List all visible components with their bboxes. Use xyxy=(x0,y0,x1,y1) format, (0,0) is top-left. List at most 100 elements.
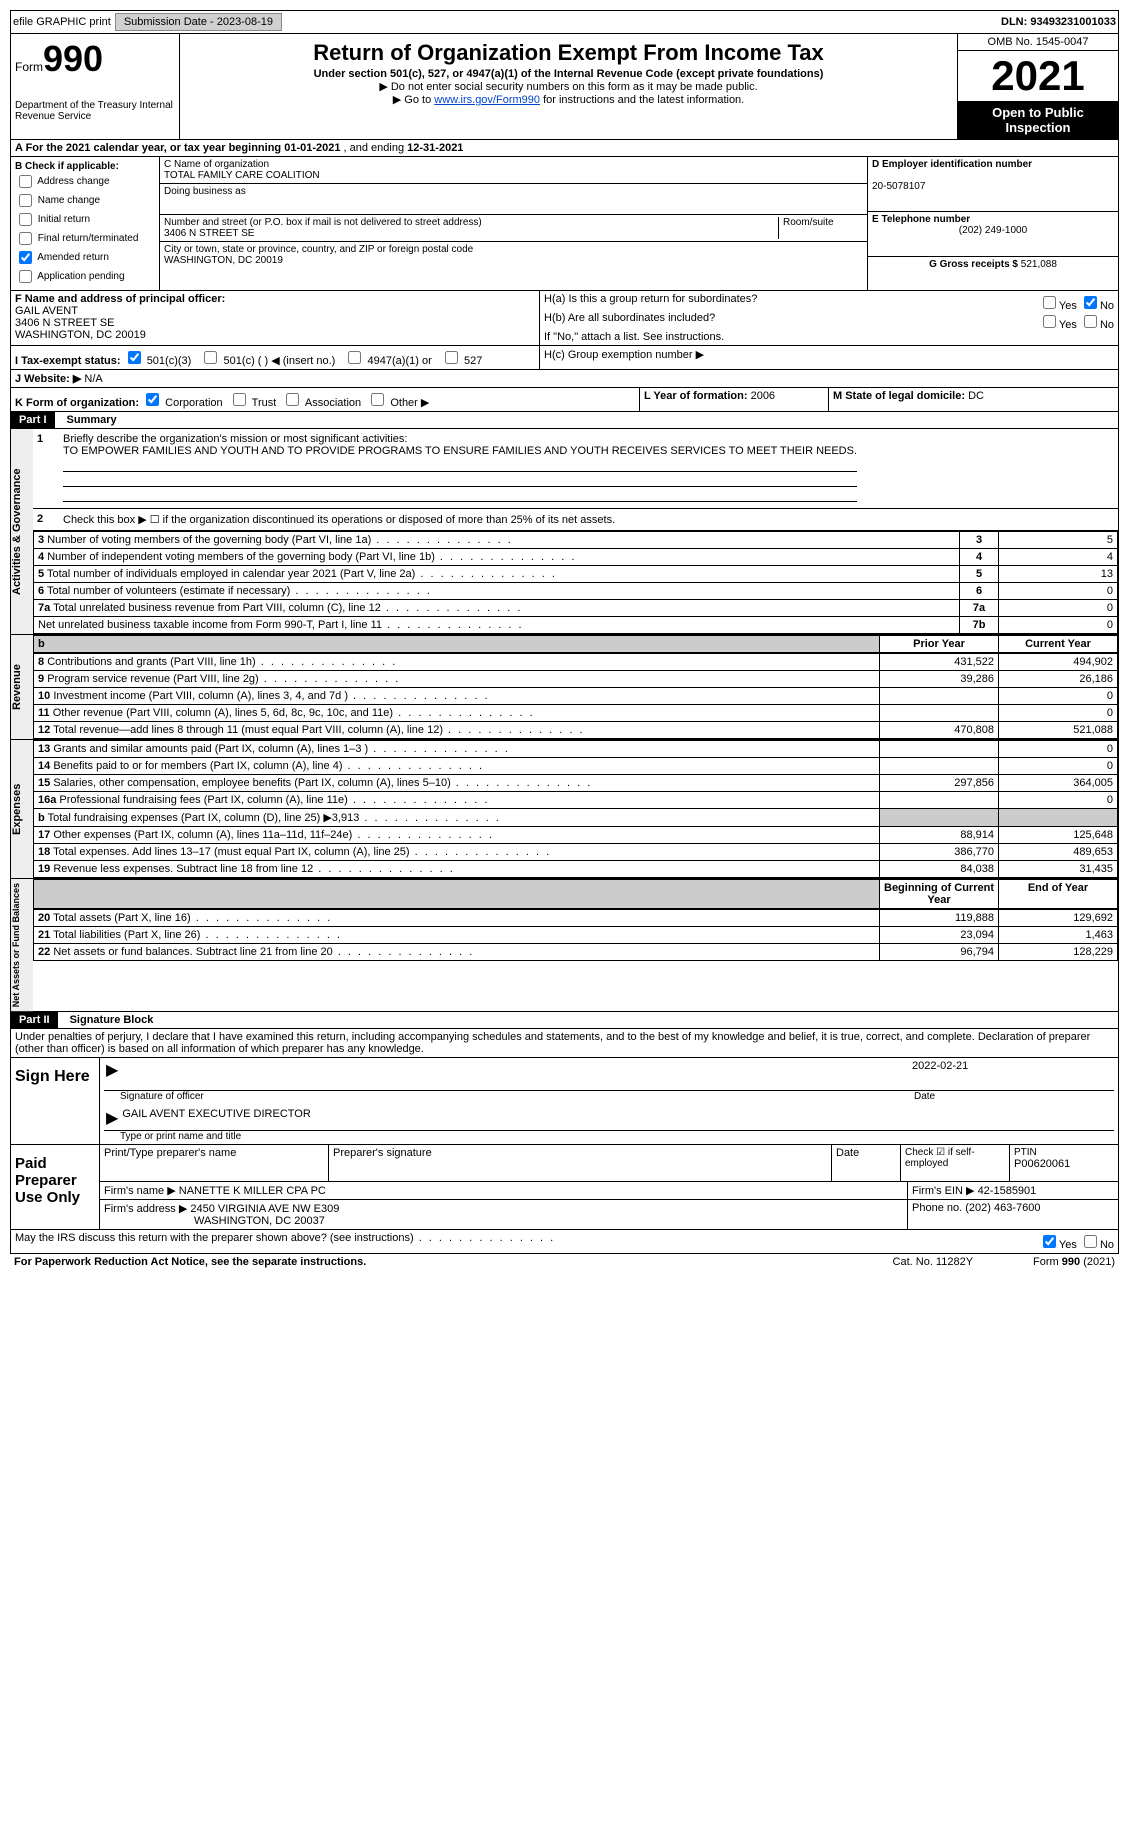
final-return-check[interactable] xyxy=(19,232,32,245)
paid-preparer-block: Paid Preparer Use Only Print/Type prepar… xyxy=(10,1145,1119,1230)
website-label: J Website: ▶ xyxy=(15,373,81,385)
officer-group-block: F Name and address of principal officer:… xyxy=(10,291,1119,346)
prep-name-label: Print/Type preparer's name xyxy=(100,1145,329,1181)
sig-date: 2022-02-21 xyxy=(912,1060,1112,1088)
sig-officer-label: Signature of officer xyxy=(120,1091,914,1102)
firm-name-label: Firm's name ▶ xyxy=(104,1185,176,1197)
ha-yes-check[interactable] xyxy=(1043,296,1056,309)
mission-label: Briefly describe the organization's miss… xyxy=(63,433,407,445)
part-i-header: Part I Summary xyxy=(10,412,1119,429)
firm-name: NANETTE K MILLER CPA PC xyxy=(179,1185,326,1197)
open-to-public: Open to Public Inspection xyxy=(958,101,1118,139)
dept-label: Department of the Treasury Internal Reve… xyxy=(15,100,175,122)
state-domicile-value: DC xyxy=(968,390,984,402)
dln-label: DLN: 93493231001033 xyxy=(1001,16,1116,28)
city-value: WASHINGTON, DC 20019 xyxy=(164,255,863,266)
tel-value: (202) 249-1000 xyxy=(872,225,1114,236)
net-assets-label: Net Assets or Fund Balances xyxy=(11,879,33,1011)
initial-return-check[interactable] xyxy=(19,213,32,226)
4947-check[interactable] xyxy=(348,351,361,364)
city-label: City or town, state or province, country… xyxy=(164,244,863,255)
officer-addr1: 3406 N STREET SE xyxy=(15,317,114,329)
hb-yes-check[interactable] xyxy=(1043,315,1056,328)
ptin-value: P00620061 xyxy=(1014,1158,1114,1170)
amended-return-check[interactable] xyxy=(19,251,32,264)
assoc-check[interactable] xyxy=(286,393,299,406)
501c3-check[interactable] xyxy=(128,351,141,364)
corp-check[interactable] xyxy=(146,393,159,406)
form-title: Return of Organization Exempt From Incom… xyxy=(184,40,953,66)
officer-name: GAIL AVENT xyxy=(15,305,78,317)
name-change-check[interactable] xyxy=(19,194,32,207)
cat-no: Cat. No. 11282Y xyxy=(893,1256,974,1268)
discuss-row: May the IRS discuss this return with the… xyxy=(10,1230,1119,1254)
line2-text: Check this box ▶ ☐ if the organization d… xyxy=(63,513,615,526)
firm-addr2: WASHINGTON, DC 20037 xyxy=(194,1215,325,1227)
hb-note: If "No," attach a list. See instructions… xyxy=(544,331,1114,343)
part-i-body: Activities & Governance 1 Briefly descri… xyxy=(10,429,1119,635)
phone-value: (202) 463-7600 xyxy=(965,1202,1040,1214)
sign-here-block: Sign Here ▶ 2022-02-21 Signature of offi… xyxy=(10,1058,1119,1145)
column-b-checkboxes: B Check if applicable: Address change Na… xyxy=(11,157,160,290)
omb-number: OMB No. 1545-0047 xyxy=(958,34,1118,51)
efile-label: efile GRAPHIC print xyxy=(13,16,111,28)
org-name-label: C Name of organization xyxy=(164,159,863,170)
tax-year: 2021 xyxy=(958,51,1118,101)
section-a-tax-year: A For the 2021 calendar year, or tax yea… xyxy=(10,140,1119,157)
ha-label: H(a) Is this a group return for subordin… xyxy=(544,293,1039,312)
date-label: Date xyxy=(914,1091,1114,1102)
ein-label: D Employer identification number xyxy=(872,159,1032,170)
mission-text: TO EMPOWER FAMILIES AND YOUTH AND TO PRO… xyxy=(63,445,857,457)
form-note1: ▶ Do not enter social security numbers o… xyxy=(184,80,953,93)
org-name: TOTAL FAMILY CARE COALITION xyxy=(164,170,863,181)
gross-value: 521,088 xyxy=(1021,259,1057,270)
firm-ein-label: Firm's EIN ▶ xyxy=(912,1185,975,1197)
year-formation-value: 2006 xyxy=(751,390,775,402)
hc-label: H(c) Group exemption number ▶ xyxy=(540,346,1118,369)
firm-ein: 42-1585901 xyxy=(978,1185,1037,1197)
top-bar: efile GRAPHIC print Submission Date - 20… xyxy=(10,10,1119,34)
527-check[interactable] xyxy=(445,351,458,364)
typed-label: Type or print name and title xyxy=(100,1131,1118,1144)
penalties-text: Under penalties of perjury, I declare th… xyxy=(10,1029,1119,1058)
trust-check[interactable] xyxy=(233,393,246,406)
ptin-label: PTIN xyxy=(1014,1147,1114,1158)
discuss-yes-check[interactable] xyxy=(1043,1235,1056,1248)
501c-check[interactable] xyxy=(204,351,217,364)
hb-no-check[interactable] xyxy=(1084,315,1097,328)
year-formation-label: L Year of formation: xyxy=(644,390,748,402)
form-number: Form990 xyxy=(15,38,175,80)
pra-notice: For Paperwork Reduction Act Notice, see … xyxy=(14,1256,366,1268)
revenue-label: Revenue xyxy=(11,635,33,739)
hb-label: H(b) Are all subordinates included? xyxy=(544,312,1039,331)
sig-arrow-icon: ▶ xyxy=(106,1060,118,1088)
firm-addr1: 2450 VIRGINIA AVE NW E309 xyxy=(190,1203,339,1215)
expenses-label: Expenses xyxy=(11,740,33,878)
tax-status-label: I Tax-exempt status: xyxy=(15,355,121,367)
address-change-check[interactable] xyxy=(19,175,32,188)
irs-link[interactable]: www.irs.gov/Form990 xyxy=(434,94,540,106)
activities-label: Activities & Governance xyxy=(11,429,33,634)
form-note2: ▶ Go to www.irs.gov/Form990 for instruct… xyxy=(184,93,953,106)
submission-date-button[interactable]: Submission Date - 2023-08-19 xyxy=(115,13,282,31)
form-subtitle: Under section 501(c), 527, or 4947(a)(1)… xyxy=(184,68,953,80)
form-header: Form990 Department of the Treasury Inter… xyxy=(10,34,1119,140)
self-employed-check[interactable]: Check ☑ if self-employed xyxy=(901,1145,1010,1181)
tel-label: E Telephone number xyxy=(872,214,970,225)
addr-label: Number and street (or P.O. box if mail i… xyxy=(164,217,774,228)
dba-label: Doing business as xyxy=(164,186,863,197)
website-value: N/A xyxy=(84,373,102,385)
name-arrow-icon: ▶ xyxy=(106,1108,118,1128)
other-check[interactable] xyxy=(371,393,384,406)
state-domicile-label: M State of legal domicile: xyxy=(833,390,965,402)
street-address: 3406 N STREET SE xyxy=(164,228,774,239)
application-pending-check[interactable] xyxy=(19,270,32,283)
form-org-label: K Form of organization: xyxy=(15,397,139,409)
firm-addr-label: Firm's address ▶ xyxy=(104,1203,187,1215)
part-ii-header: Part II Signature Block xyxy=(10,1012,1119,1029)
ha-no-check[interactable] xyxy=(1084,296,1097,309)
gross-label: G Gross receipts $ xyxy=(929,259,1018,270)
room-suite-label: Room/suite xyxy=(779,217,863,239)
discuss-no-check[interactable] xyxy=(1084,1235,1097,1248)
phone-label: Phone no. xyxy=(912,1202,962,1214)
